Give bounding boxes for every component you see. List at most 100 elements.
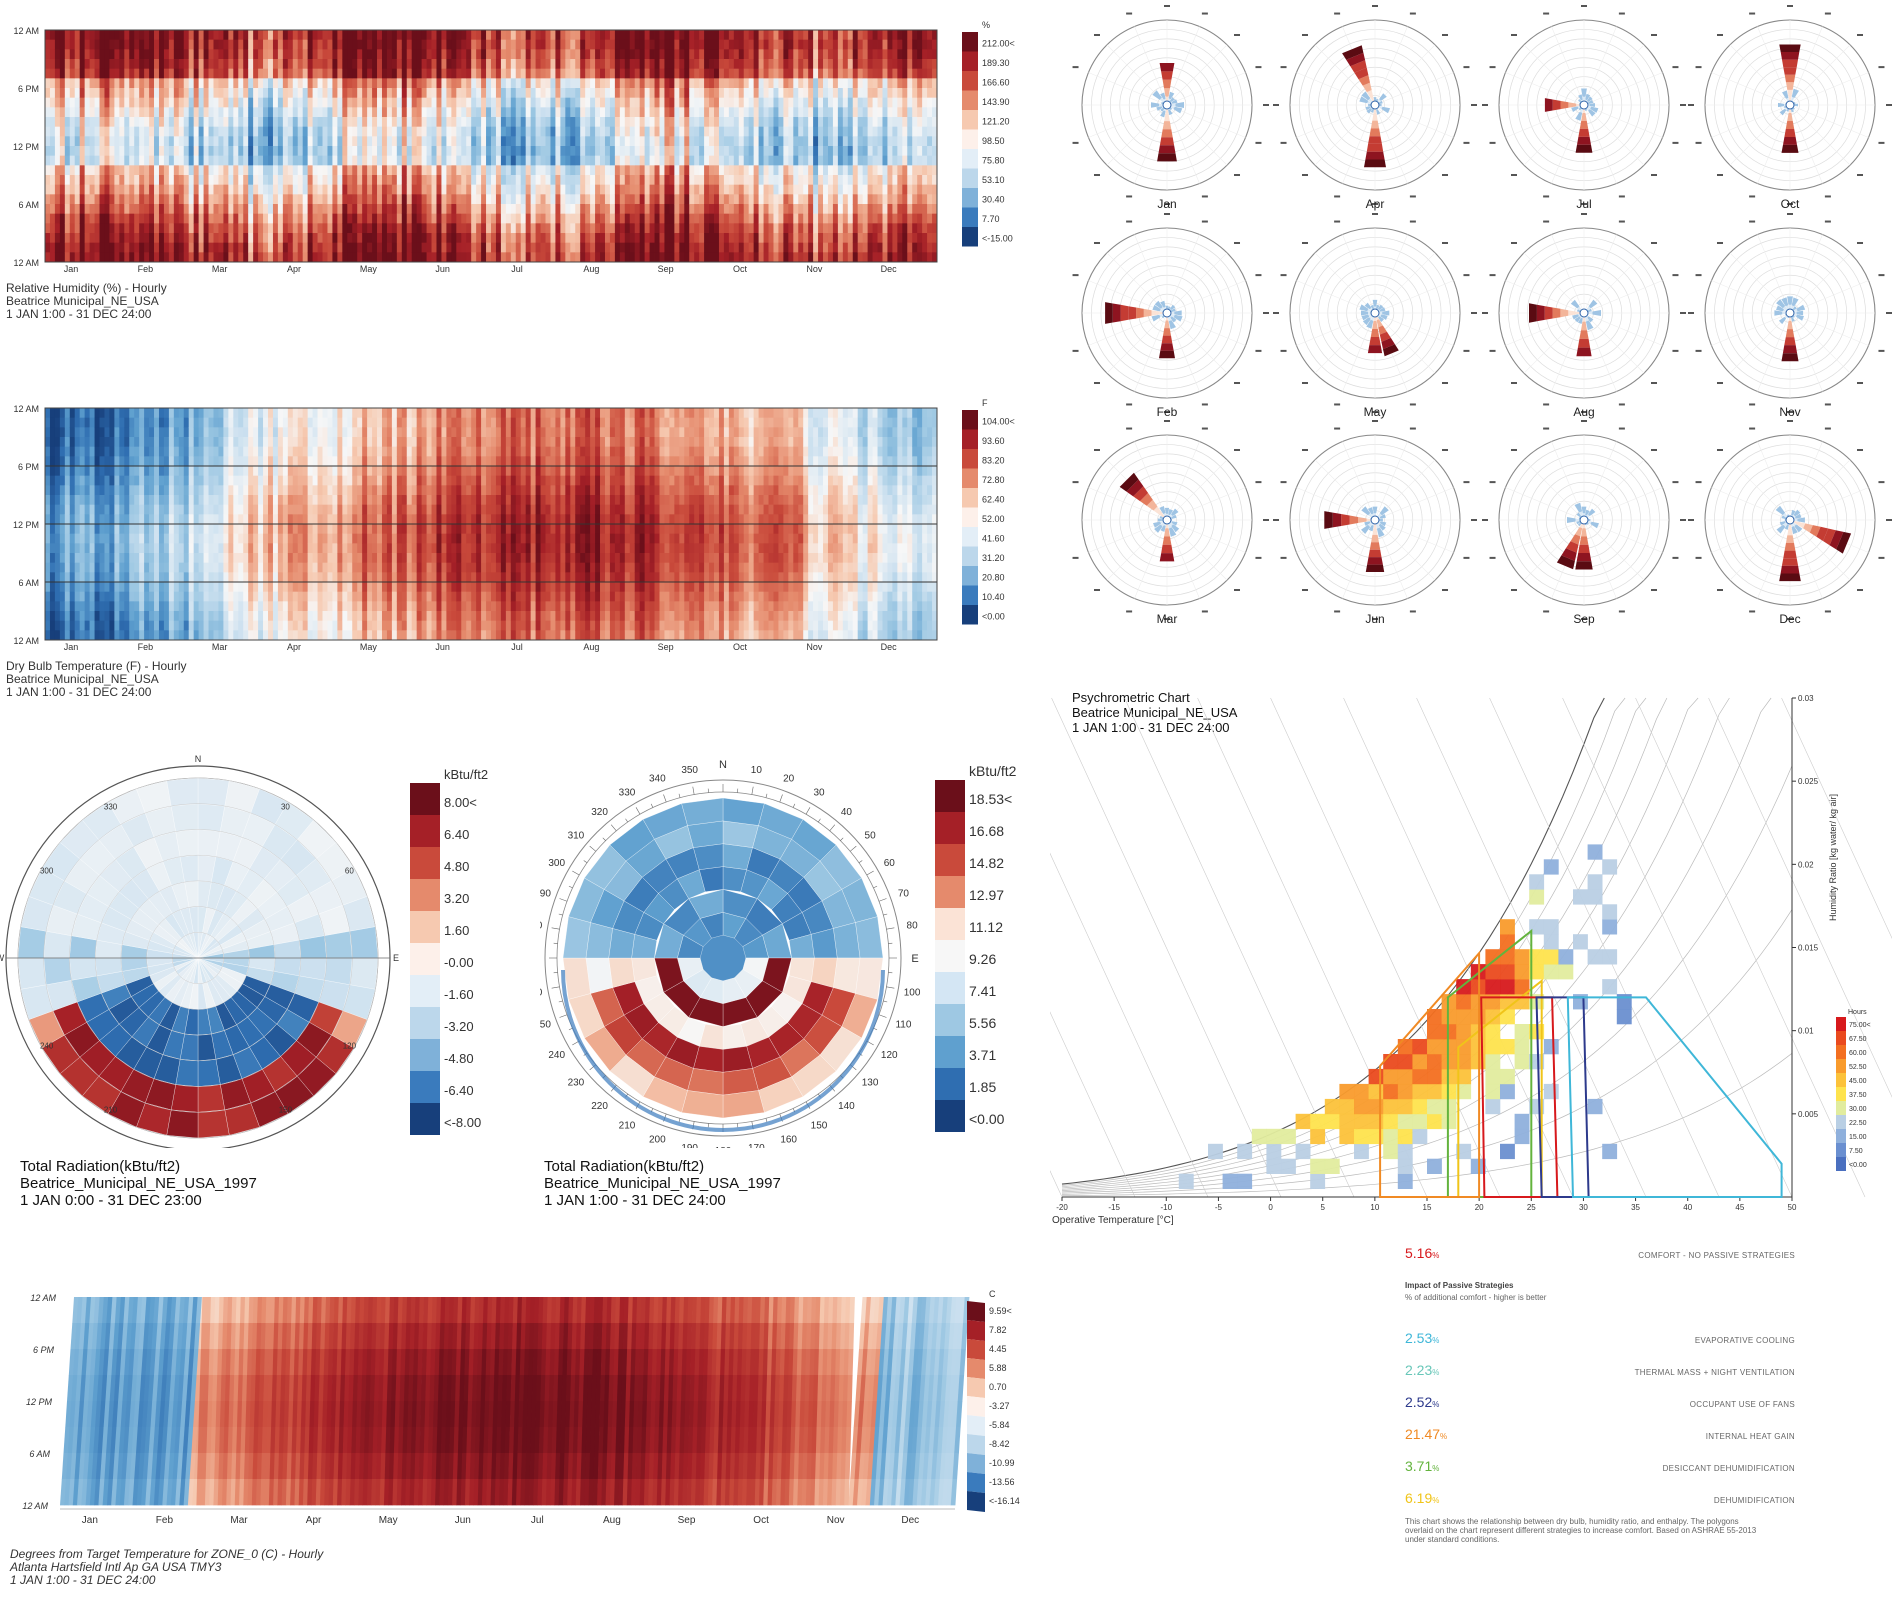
heat-cell xyxy=(208,213,214,224)
heat-cell xyxy=(59,184,66,195)
heat-cell xyxy=(481,242,487,253)
heat-cell xyxy=(372,155,378,166)
heat-cell xyxy=(491,242,497,253)
heat-cell xyxy=(347,175,353,186)
heat-cell xyxy=(139,504,145,515)
heat-cell xyxy=(119,126,125,137)
heat-cell xyxy=(54,408,61,419)
heat-cell xyxy=(803,233,809,244)
heat-cell xyxy=(570,107,576,118)
heat-cell xyxy=(689,194,695,205)
heat-cell xyxy=(79,97,86,108)
heat-cell xyxy=(927,117,933,128)
heat-cell xyxy=(520,68,527,79)
heat-cell xyxy=(629,184,636,195)
heat-cell xyxy=(327,39,333,50)
heat-cell xyxy=(614,126,621,137)
heat-cell xyxy=(129,466,135,477)
heat-cell xyxy=(178,59,185,70)
heat-cell xyxy=(421,213,427,224)
heat-cell xyxy=(268,39,274,50)
heat-cell xyxy=(119,146,125,157)
heat-cell xyxy=(69,242,76,253)
heat-cell xyxy=(49,136,56,147)
heat-cell xyxy=(263,117,269,128)
heat-cell xyxy=(337,49,343,60)
heat-cell xyxy=(847,233,854,244)
heat-cell xyxy=(307,78,313,89)
heat-cell xyxy=(862,194,869,205)
heat-cell xyxy=(144,446,150,457)
heat-cell xyxy=(575,204,581,215)
heat-cell xyxy=(500,252,507,263)
heat-cell xyxy=(718,194,725,205)
heat-cell xyxy=(352,30,358,41)
heat-cell xyxy=(575,59,581,70)
heat-cell xyxy=(69,408,76,419)
heat-cell xyxy=(114,49,120,60)
heat-cell xyxy=(188,30,195,41)
heat-cell xyxy=(248,213,254,224)
heat-cell xyxy=(525,223,532,234)
heat-cell xyxy=(158,184,165,195)
heat-cell xyxy=(585,233,591,244)
heat-cell xyxy=(595,59,601,70)
heat-cell xyxy=(748,59,755,70)
heat-cell xyxy=(322,126,328,137)
heat-cell xyxy=(218,204,224,215)
heat-cell xyxy=(659,223,665,234)
heat-cell xyxy=(322,252,328,263)
heat-cell xyxy=(173,117,180,128)
heat-cell xyxy=(818,155,824,166)
heat-cell xyxy=(852,126,859,137)
heat-cell xyxy=(312,204,318,215)
heat-cell xyxy=(119,495,125,506)
heat-cell xyxy=(94,252,100,263)
heat-cell xyxy=(813,49,819,60)
heat-cell xyxy=(907,213,913,224)
heat-cell xyxy=(74,88,81,99)
heat-cell xyxy=(144,475,150,486)
heat-cell xyxy=(560,194,566,205)
heat-cell xyxy=(733,117,740,128)
heat-cell xyxy=(377,155,383,166)
heat-cell xyxy=(604,175,611,186)
heat-cell xyxy=(699,213,705,224)
heat-cell xyxy=(669,49,675,60)
heat-cell xyxy=(768,213,774,224)
heat-cell xyxy=(258,204,264,215)
heat-cell xyxy=(134,475,140,486)
heat-cell xyxy=(694,30,700,41)
heat-cell xyxy=(49,165,56,176)
heat-cell xyxy=(99,582,105,593)
heat-cell xyxy=(783,49,789,60)
heat-cell xyxy=(877,126,883,137)
heat-cell xyxy=(639,49,646,60)
heat-cell xyxy=(158,146,165,157)
heat-cell xyxy=(545,213,551,224)
heat-cell xyxy=(525,126,532,137)
heat-cell xyxy=(862,175,869,186)
heat-cell xyxy=(69,252,76,263)
heat-cell xyxy=(763,88,769,99)
heat-cell xyxy=(149,204,155,215)
heat-cell xyxy=(163,252,170,263)
heat-cell xyxy=(476,204,482,215)
heat-cell xyxy=(89,165,95,176)
heat-cell xyxy=(401,136,408,147)
heat-cell xyxy=(753,233,759,244)
heat-cell xyxy=(634,204,641,215)
heat-cell xyxy=(253,117,259,128)
heat-cell xyxy=(134,39,140,50)
heat-cell xyxy=(654,107,660,118)
heat-cell xyxy=(466,204,472,215)
heat-cell xyxy=(932,252,938,263)
heat-cell xyxy=(664,78,670,89)
heat-cell xyxy=(124,204,130,215)
rh-panel: 12 AM 6 PM 12 PM 6 AM 12 AM Jan Feb Mar Apr May Ju… xyxy=(0,20,1060,330)
heat-cell xyxy=(436,213,442,224)
heat-cell xyxy=(585,39,591,50)
heat-cell xyxy=(89,408,95,419)
heat-cell xyxy=(441,59,447,70)
heat-cell xyxy=(664,88,670,99)
